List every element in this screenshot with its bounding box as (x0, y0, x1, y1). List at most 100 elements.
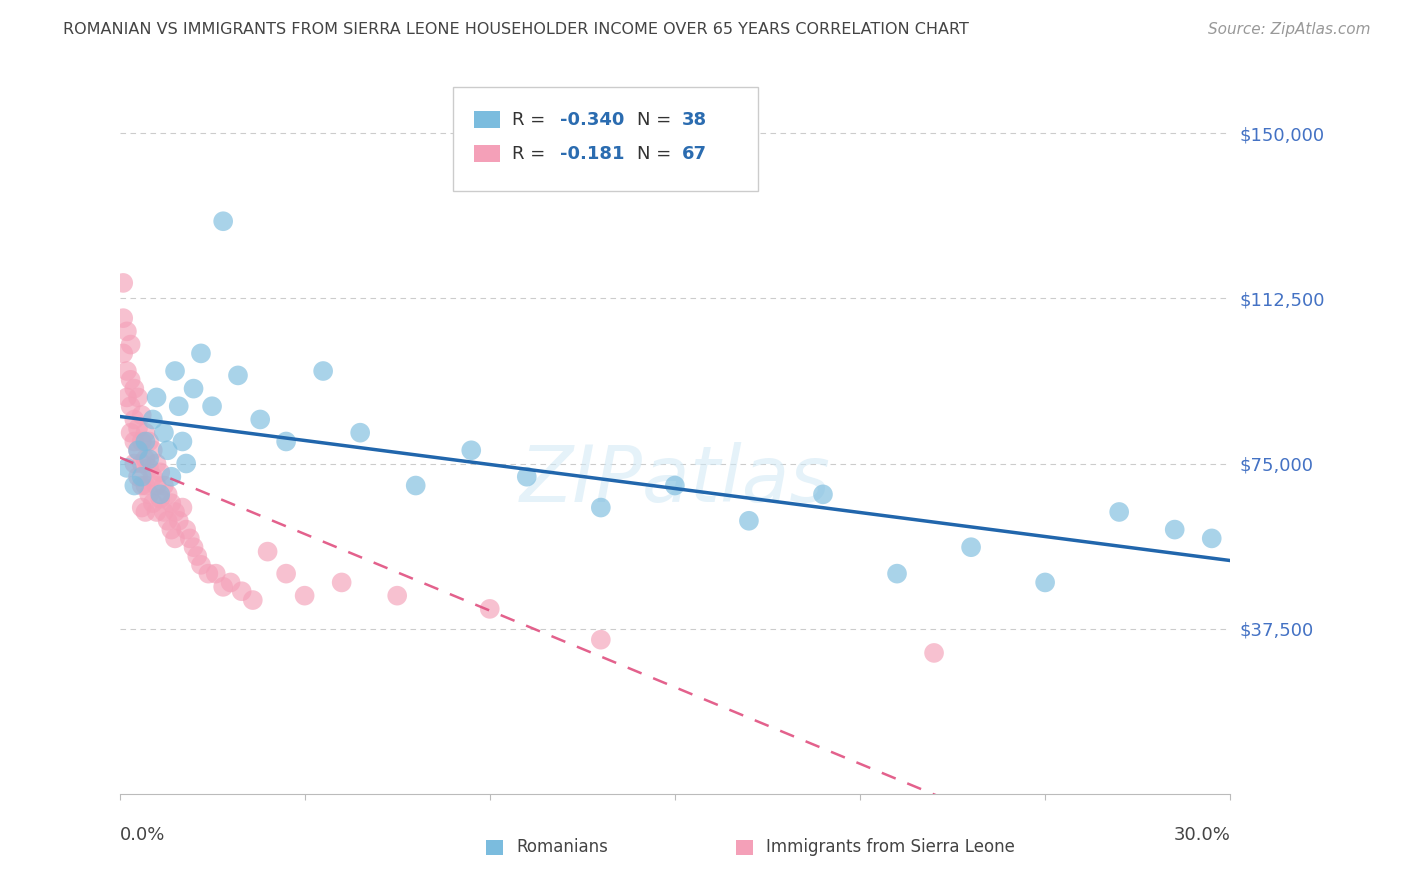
Point (294, 589, 316, 603)
Text: -0.181: -0.181 (561, 145, 626, 162)
Point (145, 505, 167, 519)
Point (131, 500, 153, 515)
Point (145, 457, 167, 471)
Point (212, 214, 235, 228)
Point (134, 434, 156, 449)
Point (115, 391, 138, 405)
Point (124, 434, 146, 449)
Text: ROMANIAN VS IMMIGRANTS FROM SIERRA LEONE HOUSEHOLDER INCOME OVER 65 YEARS CORREL: ROMANIAN VS IMMIGRANTS FROM SIERRA LEONE… (63, 22, 969, 37)
Point (172, 500, 194, 515)
Point (160, 496, 183, 510)
Point (226, 368, 249, 383)
Point (120, 337, 142, 351)
Point (138, 487, 160, 501)
Point (120, 399, 142, 413)
Point (167, 514, 190, 528)
Point (183, 540, 205, 554)
Bar (474, 111, 501, 128)
Point (349, 425, 371, 440)
Point (124, 478, 146, 492)
Point (1164, 523, 1187, 537)
Point (112, 276, 135, 290)
Point (183, 382, 205, 396)
Point (312, 364, 335, 378)
Text: R =: R = (512, 111, 551, 128)
Point (153, 425, 176, 440)
Point (127, 443, 149, 458)
Point (163, 532, 186, 546)
Text: Source: ZipAtlas.com: Source: ZipAtlas.com (1208, 22, 1371, 37)
Point (516, 469, 538, 483)
Text: ZIPatlas: ZIPatlas (519, 442, 831, 518)
Point (460, 443, 482, 458)
Point (115, 461, 138, 475)
Text: 0.0%: 0.0% (120, 826, 165, 844)
Point (405, 478, 427, 492)
Point (131, 478, 153, 492)
Point (134, 478, 156, 492)
Point (589, 500, 612, 515)
Point (174, 457, 197, 471)
Bar (735, 839, 754, 855)
Point (160, 469, 183, 483)
Point (1033, 575, 1056, 590)
Point (131, 469, 153, 483)
Point (922, 646, 945, 660)
Point (142, 443, 165, 458)
Point (142, 412, 165, 426)
Point (124, 412, 146, 426)
Point (127, 443, 149, 458)
Point (131, 434, 153, 449)
Text: Romanians: Romanians (516, 838, 609, 856)
Point (190, 558, 212, 572)
Point (156, 487, 179, 501)
Point (131, 457, 153, 471)
Point (204, 566, 226, 581)
Point (112, 346, 135, 360)
Point (174, 523, 197, 537)
Point (138, 434, 160, 449)
Point (120, 373, 142, 387)
Point (385, 589, 409, 603)
Point (149, 487, 172, 501)
Point (249, 412, 271, 426)
Point (115, 324, 138, 338)
Point (664, 478, 686, 492)
Point (134, 452, 156, 467)
Text: -0.340: -0.340 (561, 111, 624, 128)
Point (163, 505, 186, 519)
Point (330, 575, 353, 590)
Point (1201, 532, 1223, 546)
Point (1108, 505, 1130, 519)
Point (149, 491, 172, 506)
Point (142, 469, 165, 483)
Point (197, 566, 219, 581)
Point (134, 425, 156, 440)
Point (134, 505, 156, 519)
Point (163, 364, 186, 378)
Point (190, 346, 212, 360)
Point (256, 544, 278, 558)
Point (145, 391, 167, 405)
Point (212, 580, 235, 594)
Point (149, 466, 172, 480)
Point (201, 399, 224, 413)
Point (115, 364, 138, 378)
Text: R =: R = (512, 145, 551, 162)
Point (811, 487, 834, 501)
Point (160, 523, 183, 537)
Text: 38: 38 (682, 111, 707, 128)
Point (112, 311, 135, 326)
Point (231, 584, 253, 599)
Text: 67: 67 (682, 145, 707, 162)
Bar (474, 145, 501, 162)
Point (138, 461, 160, 475)
Point (219, 575, 242, 590)
Point (153, 478, 176, 492)
Point (738, 514, 761, 528)
Point (960, 540, 983, 554)
Bar (486, 839, 503, 855)
Point (242, 593, 264, 607)
Point (167, 399, 190, 413)
Point (131, 408, 153, 422)
